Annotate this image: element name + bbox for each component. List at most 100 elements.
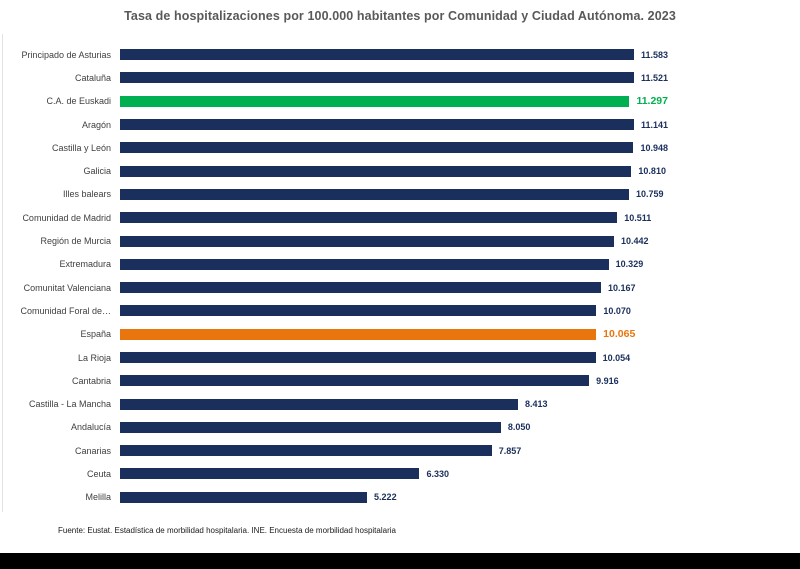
chart-row: Canarias 7.857 (0, 439, 796, 462)
bottom-black-bar (0, 553, 800, 569)
value-label: 11.141 (640, 119, 668, 130)
category-label: Cataluña (74, 72, 111, 83)
bar-track: 10.054 (120, 352, 668, 363)
chart-row: C.A. de Euskadi 11.297 (0, 90, 796, 113)
bar-track: 11.141 (120, 119, 668, 131)
chart-row: España 10.065 (0, 323, 796, 346)
chart-row: Región de Murcia 10.442 (0, 229, 796, 252)
bar-track: 10.070 (120, 305, 668, 317)
chart-title: Tasa de hospitalizaciones por 100.000 ha… (124, 9, 676, 23)
bar (120, 165, 632, 177)
chart-row: Castilla - La Mancha 8.413 (0, 392, 796, 415)
bar (120, 375, 590, 387)
bar (120, 235, 615, 247)
category-label: España (80, 329, 111, 340)
source-note: Fuente: Eustat. Estadística de morbilida… (58, 526, 396, 535)
bar (120, 188, 630, 200)
left-edge-line (2, 34, 3, 512)
value-label: 11.583 (640, 49, 668, 60)
bar-track: 11.583 (120, 49, 668, 61)
value-label: 7.857 (498, 445, 522, 456)
bar-track: 8.413 (120, 398, 668, 410)
value-label: 11.297 (636, 95, 668, 108)
category-label: Castilla y León (51, 142, 111, 153)
bar-track: 10.948 (120, 142, 668, 154)
bar (120, 328, 597, 340)
chart-row: Melilla 5.222 (0, 486, 796, 509)
bar-track: 10.065 (120, 328, 668, 341)
value-label: 10.511 (624, 212, 652, 223)
category-label: Principado de Asturias (21, 49, 111, 60)
bar (120, 72, 634, 84)
value-label: 11.521 (640, 72, 668, 83)
category-label: La Rioja (77, 352, 111, 363)
chart-row: Aragón 11.141 (0, 113, 796, 136)
chart-row: Comunitat Valenciana 10.167 (0, 276, 796, 299)
bar (120, 421, 501, 433)
category-label: Comunidad de Madrid (22, 212, 111, 223)
category-label: Región de Murcia (40, 236, 111, 247)
chart-row: Cantabria 9.916 (0, 369, 796, 392)
bar-track: 10.329 (120, 258, 668, 270)
value-label: 10.948 (640, 142, 668, 153)
chart-row: Cataluña 11.521 (0, 66, 796, 89)
bar (120, 119, 634, 131)
bar (120, 282, 601, 294)
bar (120, 445, 492, 457)
category-label: Comunitat Valenciana (23, 282, 111, 293)
category-label: Andalucía (70, 422, 111, 433)
category-label: Galicia (83, 166, 111, 177)
category-label: Comunidad Foral de… (20, 305, 111, 316)
value-label: 10.810 (638, 166, 666, 177)
chart-row: Castilla y León 10.948 (0, 136, 796, 159)
chart-row: Illes balears 10.759 (0, 183, 796, 206)
bar-track: 10.167 (120, 282, 668, 294)
bar-chart: Principado de Asturias 11.583 Cataluña 11.5… (0, 43, 796, 509)
bar (120, 95, 630, 107)
bar (120, 49, 634, 61)
chart-row: Galicia 10.810 (0, 159, 796, 182)
category-label: Melilla (85, 492, 111, 503)
chart-row: Comunidad Foral de… 10.070 (0, 299, 796, 322)
category-label: Ceuta (86, 468, 111, 479)
category-label: C.A. de Euskadi (46, 96, 111, 107)
chart-row: Comunidad de Madrid 10.511 (0, 206, 796, 229)
bar (120, 142, 634, 154)
value-label: 10.759 (636, 189, 664, 200)
bar-track: 10.759 (120, 188, 668, 200)
bar-track: 10.511 (120, 212, 668, 224)
value-label: 10.442 (621, 236, 649, 247)
chart-row: Ceuta 6.330 (0, 462, 796, 485)
bar (120, 491, 368, 503)
bar-track: 11.297 (120, 95, 668, 108)
value-label: 10.065 (603, 328, 636, 341)
bar (120, 468, 420, 480)
chart-row: Principado de Asturias 11.583 (0, 43, 796, 66)
bar (120, 352, 596, 363)
value-label: 8.050 (507, 422, 531, 433)
bar-track: 10.442 (120, 235, 668, 247)
value-label: 10.054 (602, 352, 631, 363)
value-label: 6.330 (426, 468, 449, 479)
bar-track: 6.330 (120, 468, 668, 480)
value-label: 10.070 (603, 305, 631, 316)
value-label: 10.329 (615, 259, 644, 270)
bar-track: 8.050 (120, 421, 668, 433)
bar-track: 11.521 (120, 72, 668, 84)
value-label: 5.222 (374, 492, 397, 503)
category-label: Castilla - La Mancha (28, 399, 111, 410)
category-label: Canarias (74, 445, 111, 456)
category-label: Illes balears (62, 189, 111, 200)
value-label: 10.167 (608, 282, 636, 293)
chart-row: Andalucía 8.050 (0, 416, 796, 439)
bar (120, 398, 519, 410)
bar (120, 212, 618, 224)
category-label: Aragón (81, 119, 111, 130)
category-label: Cantabria (71, 375, 111, 386)
bar-track: 7.857 (120, 445, 668, 457)
bar (120, 305, 597, 317)
value-label: 9.916 (596, 375, 619, 386)
chart-row: Extremadura 10.329 (0, 253, 796, 276)
bar (120, 258, 609, 270)
